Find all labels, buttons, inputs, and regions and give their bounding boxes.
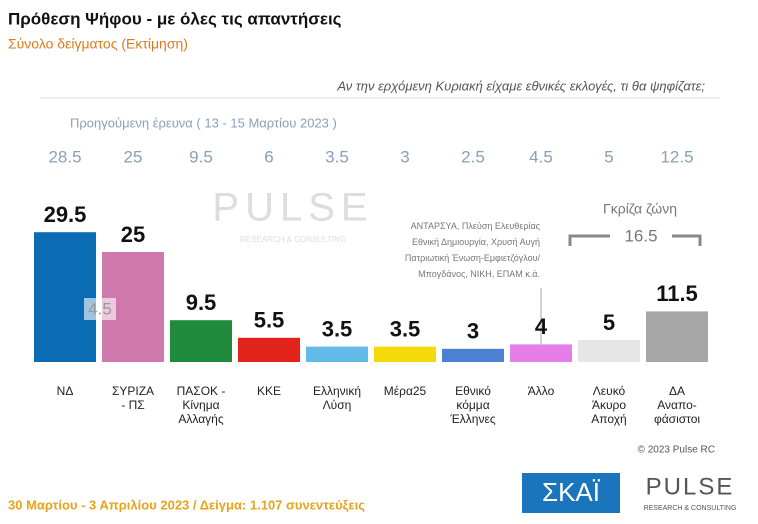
- previous-value: 28.5: [48, 147, 81, 166]
- category-label: ΝΔ: [56, 384, 74, 398]
- question: Αν την ερχόμενη Κυριακή είχαμε εθνικές ε…: [336, 78, 705, 93]
- category-label: Άλλο: [527, 384, 555, 398]
- gray-zone-label: Γκρίζα ζώνη: [603, 201, 677, 217]
- footer: 30 Μαρτίου - 3 Απριλίου 2023 / Δείγμα: 1…: [8, 497, 365, 512]
- pulse-logo-sub: RESEARCH & CONSULTING: [644, 505, 737, 512]
- value-label: 5: [603, 310, 615, 335]
- copyright: © 2023 Pulse RC: [638, 445, 715, 456]
- skai-logo-text: ΣΚΑΪ: [542, 477, 601, 507]
- gray-zone-bracket: [568, 234, 702, 246]
- previous-value: 25: [124, 147, 143, 166]
- category-label: Εθνικό κόμμα Έλληνες: [450, 384, 496, 426]
- previous-value: 4.5: [529, 147, 553, 166]
- chart-subtitle: Σύνολο δείγματος (Εκτίμηση): [8, 36, 188, 52]
- bar: [34, 232, 96, 362]
- chart-title: Πρόθεση Ψήφου - με όλες τις απαντήσεις: [8, 9, 342, 28]
- gray-zone-value: 16.5: [624, 226, 657, 245]
- value-label: 4: [535, 314, 548, 339]
- previous-label: Προηγούμενη έρευνα ( 13 - 15 Μαρτίου 202…: [70, 115, 337, 130]
- bar: [374, 346, 436, 362]
- value-label: 25: [121, 222, 145, 247]
- previous-value: 6: [264, 147, 273, 166]
- previous-value: 9.5: [189, 147, 213, 166]
- value-label: 9.5: [186, 290, 217, 315]
- category-label: Λευκό Άκυρο Αποχή: [591, 384, 627, 426]
- category-label: ΚΚΕ: [256, 384, 281, 398]
- bar: [306, 346, 368, 362]
- lead-gap-box: [84, 298, 116, 320]
- previous-value: 3.5: [325, 147, 349, 166]
- bar: [646, 311, 708, 362]
- bar: [170, 320, 232, 362]
- category-label: Μέρα25: [383, 384, 427, 398]
- value-label: 11.5: [656, 281, 698, 306]
- previous-value: 2.5: [461, 147, 485, 166]
- watermark: PULSE: [212, 186, 373, 230]
- watermark-sub: RESEARCH & CONSULTING: [240, 235, 346, 244]
- category-label: Ελληνική Λύση: [312, 384, 362, 412]
- category-label: ΔΑ Αναπο- φάσιστοι: [653, 384, 701, 426]
- skai-logo: [522, 473, 620, 513]
- bar: [238, 337, 300, 362]
- bar: [578, 340, 640, 362]
- bar: [442, 348, 504, 362]
- bar: [510, 344, 572, 362]
- previous-value: 12.5: [660, 147, 693, 166]
- value-label: 3.5: [390, 316, 421, 341]
- other-note: ΑΝΤΑΡΣΥΑ, Πλεύση Ελευθερίας Εθνική Δημιο…: [404, 221, 540, 279]
- category-label: ΣΥΡΙΖΑ - ΠΣ: [111, 384, 155, 412]
- pulse-logo: PULSE: [646, 473, 735, 500]
- lead-gap: 4.5: [88, 299, 112, 318]
- previous-value: 5: [604, 147, 613, 166]
- value-label: 3.5: [322, 316, 353, 341]
- previous-value: 3: [400, 147, 409, 166]
- value-label: 3: [467, 319, 479, 344]
- value-label: 29.5: [44, 202, 87, 227]
- category-label: ΠΑΣΟΚ - Κίνημα Αλλαγής: [176, 384, 226, 426]
- value-label: 5.5: [254, 308, 285, 333]
